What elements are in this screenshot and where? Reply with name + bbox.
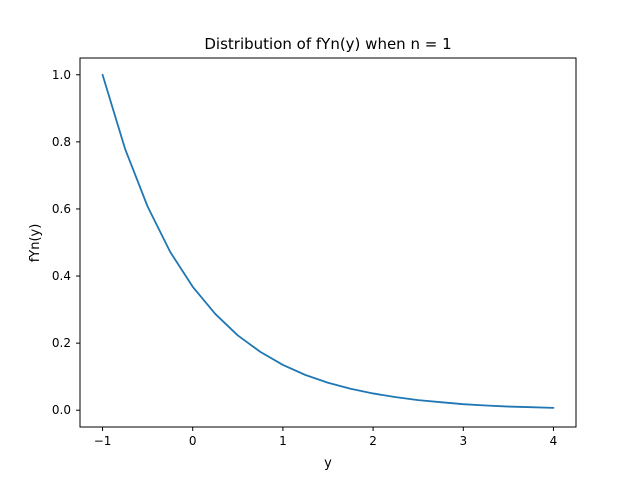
- x-tick-label-0: −1: [94, 434, 112, 448]
- y-axis-label: fYn(y): [28, 224, 43, 263]
- y-tick-label-3: 0.6: [52, 202, 71, 216]
- x-tick-label-5: 4: [550, 434, 558, 448]
- chart-title: Distribution of fYn(y) when n = 1: [204, 35, 451, 53]
- y-tick-label-4: 0.8: [52, 135, 71, 149]
- x-axis-label: y: [324, 456, 332, 471]
- series-line-0: [101, 73, 555, 409]
- y-tick-label-5: 1.0: [52, 68, 71, 82]
- plot-frame: [79, 57, 577, 428]
- x-tick-label-4: 3: [459, 434, 467, 448]
- y-tick-label-1: 0.2: [52, 336, 71, 350]
- x-axis-ticks: −1 0 1 2 3 4: [94, 427, 558, 448]
- y-tick-label-2: 0.4: [52, 269, 71, 283]
- x-tick-label-1: 0: [189, 434, 197, 448]
- y-axis-ticks: 0.0 0.2 0.4 0.6 0.8 1.0: [52, 68, 80, 417]
- x-tick-label-3: 2: [369, 434, 377, 448]
- y-tick-label-0: 0.0: [52, 403, 71, 417]
- plot-area: [101, 73, 555, 409]
- x-tick-label-2: 1: [279, 434, 287, 448]
